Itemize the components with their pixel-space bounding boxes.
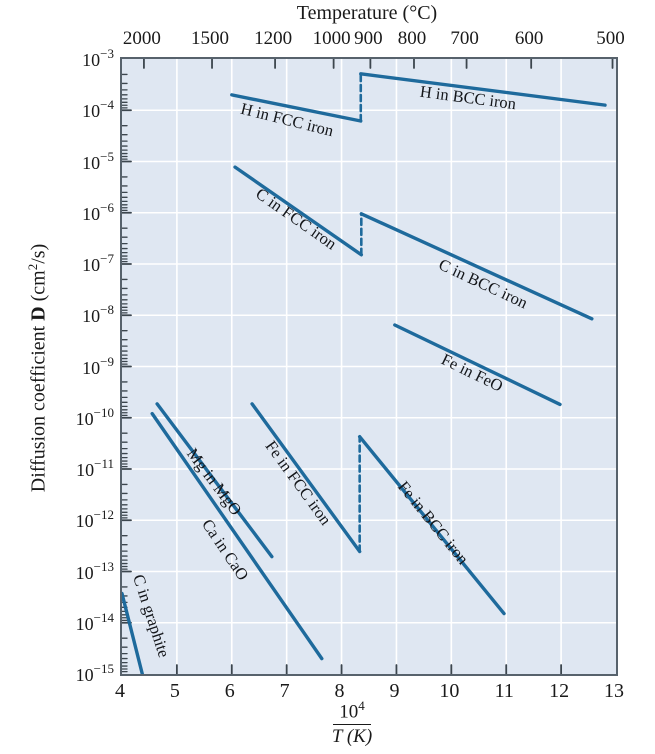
y-axis-tick-label: 10−8 — [82, 302, 114, 327]
x-axis-tick-label: 9 — [389, 680, 400, 702]
y-axis-title-text: Diffusion coefficient — [27, 320, 50, 493]
x-axis-title-numerator: 104 — [333, 698, 371, 726]
series-line-c-in-graphite — [122, 591, 145, 674]
series-line-c-in-bcc-iron — [359, 212, 594, 321]
top-axis-tick-label: 800 — [397, 28, 427, 49]
x-axis-tick-label: 5 — [169, 680, 180, 702]
series-line-h-in-bcc-iron — [359, 72, 607, 107]
series-line-fe-in-feo — [393, 323, 562, 407]
y-axis-tick-label: 10−12 — [75, 507, 114, 532]
y-axis-tick-label: 10−5 — [82, 148, 114, 173]
top-axis-tick-label: 900 — [354, 28, 383, 49]
y-axis-tick-label: 10−15 — [75, 661, 114, 685]
top-axis-tick-label: 600 — [514, 28, 544, 49]
series-line-fe-in-bcc-iron — [357, 435, 506, 616]
y-axis-tick-label: 10−6 — [82, 199, 114, 224]
plot-area — [120, 57, 618, 676]
x-axis-tick-label: 4 — [115, 680, 125, 702]
y-axis-title-unit-sup: 2 — [25, 263, 40, 271]
top-axis-tick-label: 1500 — [191, 28, 230, 49]
series-line-mg-in-mgo — [155, 402, 274, 559]
x-axis-tick-label: 10 — [439, 680, 460, 702]
x-axis-tick-label: 13 — [604, 680, 624, 702]
top-axis-title: Temperature (°C) — [296, 2, 438, 24]
y-axis-tick-label: 10−13 — [75, 558, 114, 583]
x-axis-tick-label: 12 — [549, 680, 570, 702]
x-axis-tick-label: 6 — [224, 680, 235, 702]
y-axis-tick-label: 10−11 — [76, 456, 114, 480]
top-axis-tick-label: 500 — [596, 28, 625, 49]
top-axis-tick-label: 2000 — [122, 28, 161, 49]
y-axis-tick-label: 10−4 — [82, 97, 114, 122]
top-axis-tick-label: 1000 — [312, 28, 351, 49]
y-axis-title-unit-pre: (cm — [27, 270, 50, 307]
x-axis-tick-label: 7 — [279, 680, 290, 702]
plot-canvas — [122, 59, 616, 674]
y-axis-title-unit-post: /s) — [27, 243, 50, 264]
x-axis-title-denominator: T (K) — [331, 726, 373, 748]
x-axis-tick-label: 8 — [334, 680, 345, 702]
top-axis-tick-label: 1200 — [254, 28, 293, 49]
y-axis-title: Diffusion coefficient D (cm2/s) — [25, 168, 51, 568]
x-axis-title: 104 T (K) — [310, 698, 394, 748]
series-line-ca-in-cao — [150, 411, 324, 661]
series-line-fe-in-fcc-iron — [250, 402, 362, 554]
y-axis-tick-label: 10−10 — [75, 404, 114, 429]
y-axis-tick-label: 10−14 — [75, 609, 114, 634]
series-line-c-in-fcc-iron — [233, 165, 364, 257]
y-axis-title-symbol: D — [27, 306, 50, 321]
y-axis-tick-label: 10−9 — [82, 353, 114, 378]
series-line-h-in-fcc-iron — [230, 93, 363, 123]
y-axis-tick-label: 10−7 — [82, 251, 114, 275]
top-axis-tick-label: 700 — [450, 28, 479, 49]
y-axis-tick-label: 10−3 — [82, 46, 114, 70]
x-axis-tick-label: 11 — [494, 680, 514, 702]
